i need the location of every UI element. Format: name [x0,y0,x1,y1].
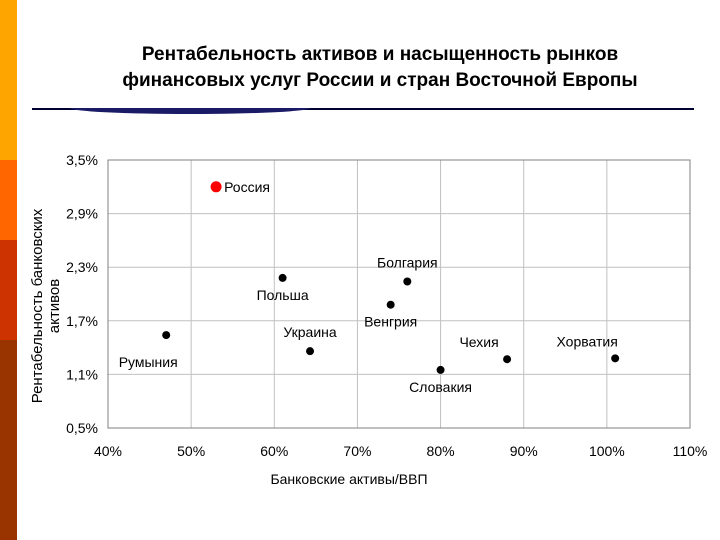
y-tick-label: 3,5% [66,152,98,168]
title-swoosh-decoration [70,108,310,114]
plot-area-border [107,159,691,429]
x-tick-label: 110% [673,443,708,459]
data-point-label: Венгрия [364,314,417,330]
data-point-label: Украина [283,324,337,340]
x-tick-label: 50% [177,443,205,459]
x-tick-label: 90% [510,443,538,459]
x-tick-label: 60% [260,443,288,459]
slide-title-line-2: финансовых услуг России и стран Восточно… [122,70,638,91]
x-tick-label: 70% [343,443,371,459]
data-point [278,273,287,282]
side-bar-segment-3 [0,240,17,340]
x-tick-label: 80% [427,443,455,459]
data-point [403,277,412,286]
data-point [162,331,171,340]
data-point-label: Румыния [119,354,178,370]
side-bar-segment-4 [0,340,17,540]
side-bar-segment-1 [0,0,17,160]
data-point-label: Польша [257,287,309,303]
y-tick-label: 2,3% [66,259,98,275]
data-point-label: Чехия [459,334,498,350]
data-point-label: Словакия [409,379,472,395]
y-tick-label: 1,7% [66,313,98,329]
data-point-label: Болгария [377,254,438,270]
data-point [386,300,395,309]
slide-title: Рентабельность активов и насыщенность ры… [40,42,720,94]
x-tick-label: 40% [94,443,122,459]
data-point [503,355,512,364]
data-point [210,181,222,193]
y-tick-label: 0,5% [66,420,98,436]
y-axis-label: Рентабельность банковскихактивов [29,208,63,403]
data-point [611,354,620,363]
x-axis-label: Банковские активы/ВВП [270,471,427,487]
title-underline [32,108,694,110]
slide-title-line-1: Рентабельность активов и насыщенность ры… [141,44,619,65]
y-tick-label: 1,1% [66,366,98,382]
data-point [436,365,445,374]
x-tick-label: 100% [589,443,625,459]
data-point-label: Хорватия [557,333,618,349]
y-tick-label: 2,9% [66,206,98,222]
data-point [306,347,315,356]
slide-side-bar [0,0,17,540]
data-point-label: Россия [224,179,270,195]
side-bar-segment-2 [0,160,17,240]
